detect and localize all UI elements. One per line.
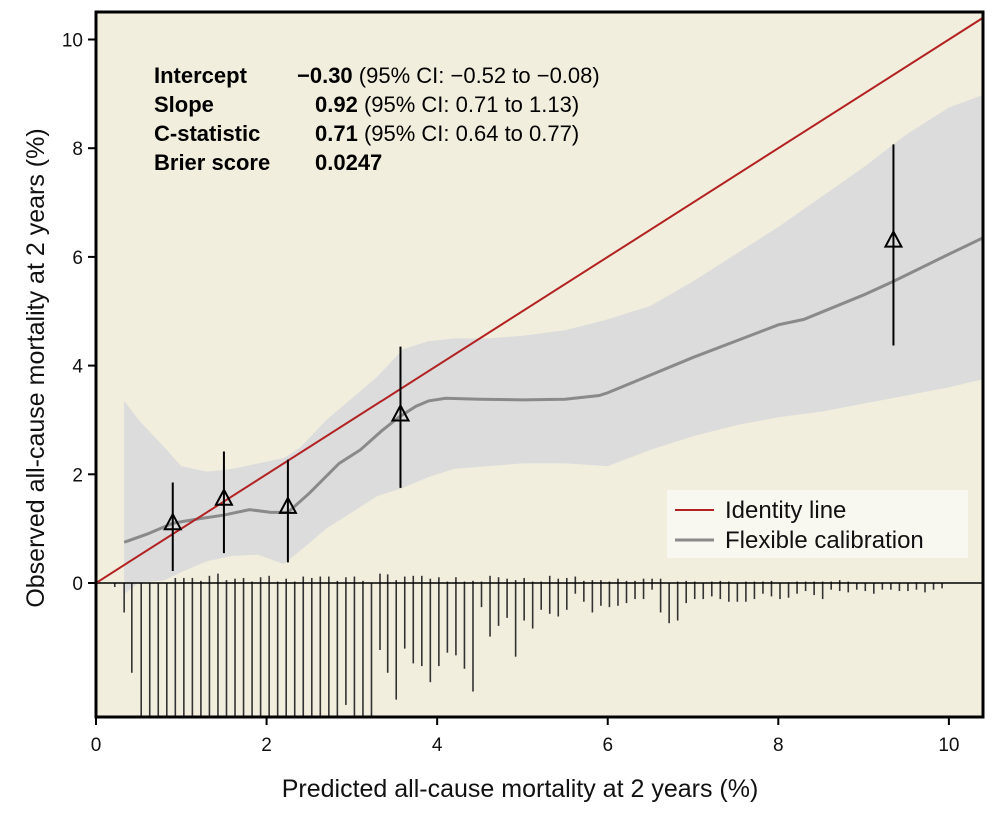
x-axis-title: Predicted all-cause mortality at 2 years…	[282, 775, 759, 803]
triangle-marker	[278, 495, 298, 514]
x-tick-label: 4	[432, 735, 443, 756]
x-tick-label: 10	[938, 735, 959, 756]
stats-annotation: Intercept −0.30 (95% CI: −0.52 to −0.08) S…	[154, 63, 600, 175]
x-tick-label: 6	[602, 735, 613, 756]
stat-label: Brier score	[154, 150, 270, 175]
series-lines	[96, 16, 983, 584]
x-tick-label: 0	[91, 735, 102, 756]
plot-frame	[94, 10, 985, 719]
grouped-points	[163, 144, 904, 572]
x-tick-label: 8	[773, 735, 784, 756]
ci-band	[124, 94, 983, 594]
y-tick-label: 10	[62, 31, 83, 52]
calibration-point	[883, 144, 904, 346]
legend-box	[667, 490, 968, 558]
spike-histogram	[96, 573, 983, 717]
stat-value: −0.30 (95% CI: −0.52 to −0.08)	[297, 63, 600, 88]
y-tick-label: 2	[72, 465, 83, 486]
y-tick-label: 4	[72, 357, 83, 378]
y-tick-label: 6	[72, 248, 83, 269]
calibration-point	[214, 451, 234, 554]
stat-label: Intercept	[154, 63, 248, 88]
ci-band-layer	[124, 94, 983, 594]
triangle-marker	[214, 487, 234, 506]
stat-label: Slope	[154, 92, 214, 117]
stat-value: 0.71 (95% CI: 0.64 to 0.77)	[315, 121, 579, 146]
stat-value: 0.0247	[315, 150, 382, 175]
triangle-marker	[163, 512, 183, 531]
x-tick-label: 2	[261, 735, 272, 756]
identity-line	[96, 16, 983, 584]
calibration-point	[390, 346, 411, 488]
stat-label: C-statistic	[154, 121, 260, 146]
triangle-marker	[883, 229, 904, 248]
y-axis-title: Observed all-cause mortality at 2 years …	[22, 128, 50, 607]
legend-label: Identity line	[725, 497, 846, 524]
flexible-calibration-line	[123, 236, 983, 544]
legend-label: Flexible calibration	[725, 527, 924, 554]
calibration-point	[278, 459, 298, 563]
axes: 0 2 4 6 8 10 0 2 4 6 8 10	[62, 31, 960, 757]
y-tick-label: 0	[72, 574, 83, 595]
y-tick-label: 8	[72, 139, 83, 160]
legend: Identity line Flexible calibration	[667, 490, 968, 558]
triangle-marker	[390, 403, 411, 422]
stat-value: 0.92 (95% CI: 0.71 to 1.13)	[315, 92, 579, 117]
calibration-point	[163, 482, 183, 572]
